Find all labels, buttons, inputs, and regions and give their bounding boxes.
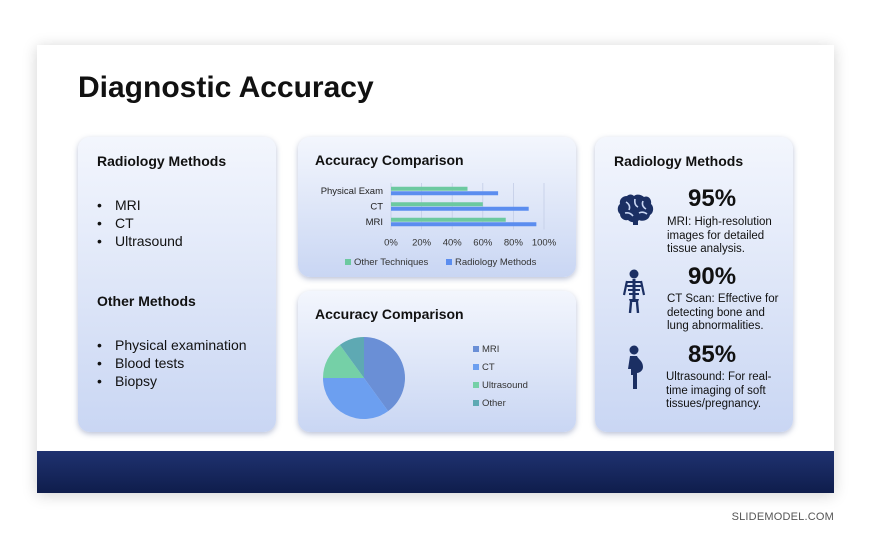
pregnant-woman-icon	[625, 345, 647, 394]
x-tick-label: 0%	[384, 238, 398, 249]
bar-chart-card: Accuracy Comparison 0% 20% 40% 60% 80% 100% MR…	[298, 137, 576, 277]
x-tick-label: 80%	[504, 238, 524, 249]
legend-label: Ultrasound	[482, 380, 528, 391]
list-item: Blood tests	[97, 354, 247, 372]
ultrasound-percentage: 85%	[688, 341, 737, 368]
list-item: Biopsy	[97, 372, 247, 390]
radiology-stats-card: Radiology Methods 95% MRI: High-resoluti…	[595, 137, 793, 432]
y-tick-label: CT	[370, 201, 383, 212]
x-tick-label: 100%	[532, 238, 557, 249]
mri-percentage: 95%	[688, 185, 737, 212]
source-credit: SLIDEMODEL.COM	[731, 511, 834, 523]
legend-swatch	[473, 364, 479, 370]
list-item: CT	[97, 214, 183, 232]
legend-label: CT	[482, 362, 495, 373]
mri-description: MRI: High-resolution images for detailed…	[667, 216, 772, 255]
legend-label: MRI	[482, 344, 499, 355]
list-item: Ultrasound	[97, 232, 183, 250]
y-tick-label: Physical Exam	[321, 186, 383, 197]
skeleton-icon	[621, 269, 647, 318]
legend-label: Other	[482, 398, 506, 409]
bar-other-techniques	[391, 217, 506, 222]
slide: Diagnostic Accuracy Radiology Methods MR…	[37, 45, 834, 493]
radiology-methods-heading: Radiology Methods	[97, 153, 227, 169]
bar-radiology-methods	[391, 191, 499, 196]
ultrasound-description: Ultrasound: For real-time imaging of sof…	[666, 371, 772, 410]
legend-swatch	[345, 259, 351, 265]
pie-slice	[323, 344, 364, 378]
x-tick-label: 40%	[443, 238, 463, 249]
pie-slice	[339, 337, 364, 378]
bar-radiology-methods	[391, 222, 537, 227]
pie-slice	[323, 378, 389, 419]
legend-label: Other Techniques	[354, 257, 429, 268]
methods-card: Radiology Methods MRI CT Ultrasound Othe…	[78, 137, 276, 432]
pie-chart: MRI CT Ultrasound Other	[323, 337, 528, 419]
legend-swatch	[446, 259, 452, 265]
page-title: Diagnostic Accuracy	[78, 71, 374, 104]
ct-percentage: 90%	[688, 263, 737, 290]
list-item: Physical examination	[97, 336, 247, 354]
ct-description: CT Scan: Effective for detecting bone an…	[667, 293, 779, 332]
list-item: MRI	[97, 196, 183, 214]
other-methods-list: Physical examination Blood tests Biopsy	[97, 336, 247, 390]
pie-chart-title: Accuracy Comparison	[315, 306, 464, 322]
bar-radiology-methods	[391, 206, 529, 211]
bar-other-techniques	[391, 202, 483, 207]
pie-chart-card: Accuracy Comparison MRI CT Ultrasound Other	[298, 291, 576, 432]
brain-icon	[617, 193, 655, 230]
other-methods-heading: Other Methods	[97, 293, 196, 309]
footer-bar	[37, 451, 834, 493]
radiology-stats-heading: Radiology Methods	[614, 153, 744, 169]
legend-swatch	[473, 400, 479, 406]
legend-swatch	[473, 382, 479, 388]
legend-label: Radiology Methods	[455, 257, 537, 268]
x-tick-label: 20%	[412, 238, 432, 249]
radiology-methods-list: MRI CT Ultrasound	[97, 196, 183, 250]
x-tick-label: 60%	[473, 238, 493, 249]
y-tick-label: MRI	[366, 217, 383, 228]
bar-chart: 0% 20% 40% 60% 80% 100% MRI CT Physical Exam Othe…	[321, 183, 557, 268]
bar-other-techniques	[391, 186, 468, 191]
bar-chart-title: Accuracy Comparison	[315, 152, 464, 168]
pie-slice	[364, 337, 405, 412]
legend-swatch	[473, 346, 479, 352]
